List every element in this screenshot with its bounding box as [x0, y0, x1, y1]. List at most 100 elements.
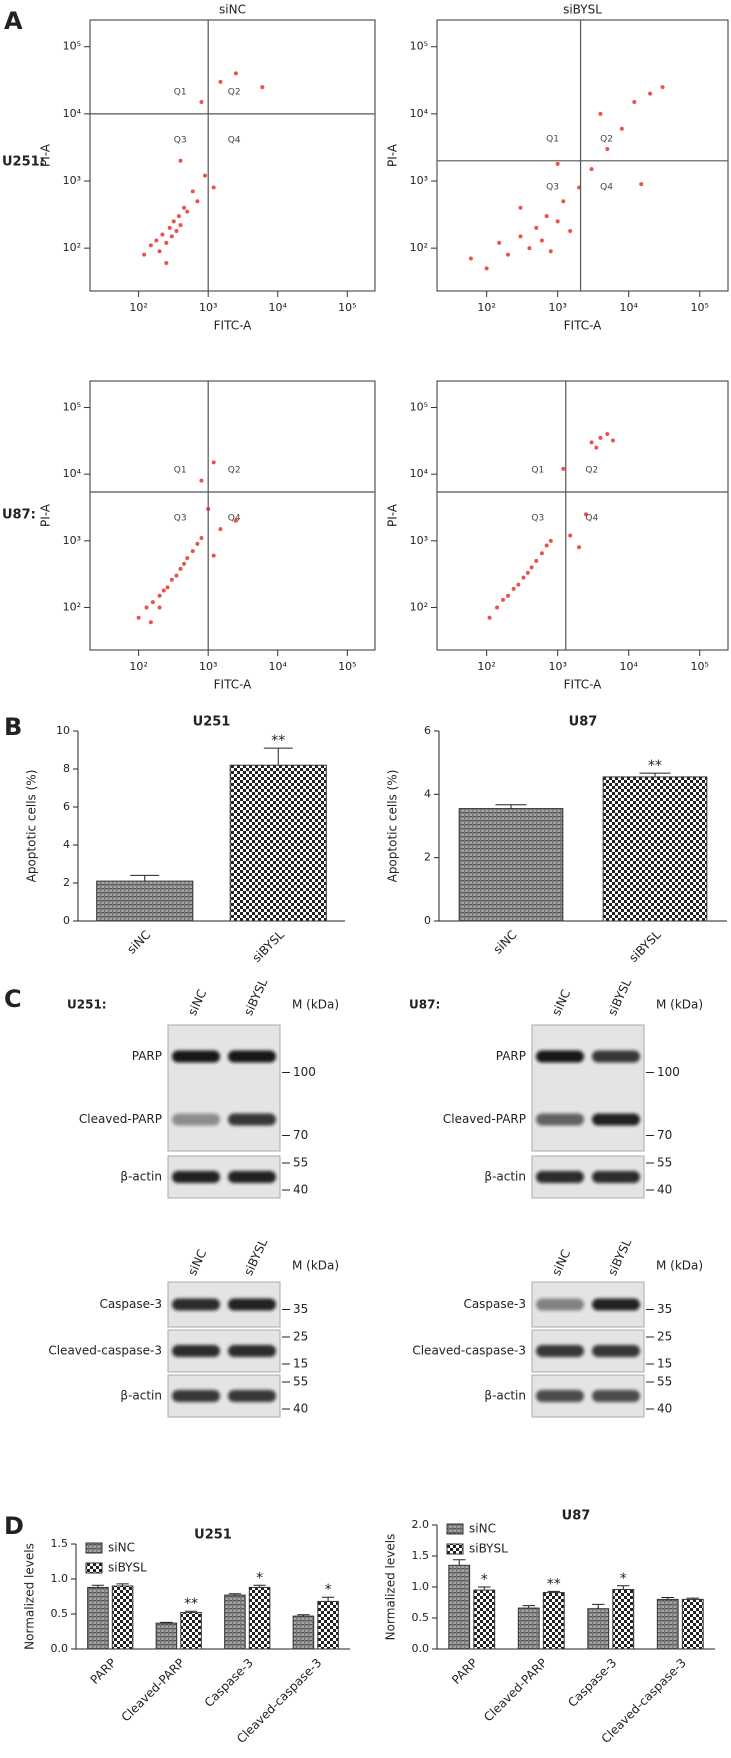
legend-label: siNC	[469, 1522, 496, 1536]
event-point	[534, 558, 539, 563]
significance: *	[620, 1571, 627, 1587]
error-bar	[639, 772, 671, 777]
bar	[612, 1588, 635, 1650]
event-point	[506, 593, 511, 598]
y-tick-label: 0.0	[51, 1642, 69, 1655]
error-bar	[478, 1586, 491, 1591]
error-bar	[617, 1585, 630, 1590]
x-tick-label: siNC	[491, 928, 520, 957]
x-tick-label: 10⁴	[269, 301, 288, 314]
bar	[448, 1564, 471, 1650]
event-point	[495, 605, 500, 610]
x-tick-label: PARP	[449, 1656, 480, 1687]
bar	[180, 1612, 202, 1650]
event-point	[497, 240, 502, 245]
protein-label: PARP	[496, 1049, 526, 1063]
x-tick-label: 10⁴	[269, 660, 288, 673]
x-axis-label: FITC-A	[564, 319, 603, 333]
y-tick-label: 10	[56, 724, 70, 737]
significance: **	[648, 758, 662, 774]
lane-label: siNC	[549, 1247, 573, 1277]
x-axis-label: FITC-A	[214, 319, 253, 333]
marker-label: 35	[657, 1302, 672, 1316]
y-tick-label: 2	[424, 851, 431, 864]
event-point	[544, 214, 549, 219]
event-point	[568, 229, 573, 234]
band	[172, 1113, 220, 1126]
error-bar	[591, 1603, 605, 1609]
panel-label: C	[4, 985, 22, 1013]
event-point	[598, 435, 603, 440]
error-bar	[297, 1614, 310, 1617]
event-point	[148, 243, 153, 248]
bar	[317, 1600, 339, 1650]
band	[172, 1298, 220, 1311]
marker-label: 55	[293, 1375, 308, 1389]
y-tick-label: 10²	[410, 600, 428, 613]
y-tick-label: 10²	[63, 600, 81, 613]
event-point	[527, 246, 532, 251]
event-point	[169, 234, 174, 239]
y-axis-label: Apoptotic cells (%)	[25, 770, 39, 883]
mass-unit: M (kDa)	[292, 1259, 339, 1273]
marker-label: 25	[657, 1330, 672, 1344]
bar	[292, 1615, 315, 1650]
event-point	[148, 620, 153, 625]
y-tick-label: 0	[424, 914, 431, 927]
protein-label: Cleaved-PARP	[443, 1112, 526, 1126]
y-tick-label: 4	[424, 787, 431, 800]
protein-label: β-actin	[120, 1389, 162, 1403]
event-point	[161, 588, 166, 593]
panel-label: B	[4, 713, 22, 741]
event-point	[195, 199, 200, 204]
quadrant-label: Q3	[174, 514, 187, 524]
event-point	[203, 173, 208, 178]
x-tick-label: 10⁴	[619, 301, 638, 314]
marker-label: 70	[293, 1128, 308, 1142]
marker-label: 40	[293, 1183, 308, 1197]
quadrant-label: Q1	[546, 134, 559, 144]
event-point	[178, 566, 183, 571]
error-bar	[547, 1590, 561, 1593]
legend-label: siBYSL	[469, 1542, 508, 1556]
band	[536, 1298, 584, 1311]
x-tick-label: 10³	[548, 660, 566, 673]
bar	[87, 1586, 109, 1650]
marker-label: 35	[293, 1302, 308, 1316]
quadrant-label: Q4	[600, 182, 613, 192]
x-axis-label: FITC-A	[564, 678, 603, 692]
y-tick-label: 10³	[410, 174, 428, 187]
y-tick-label: 1.5	[412, 1549, 430, 1562]
chart-title: U87	[569, 715, 598, 730]
y-tick-label: 10²	[410, 241, 428, 254]
row-label: U251:	[2, 155, 45, 170]
band	[592, 1113, 640, 1126]
event-point	[174, 229, 179, 234]
panel-label: D	[4, 1512, 24, 1540]
event-point	[529, 565, 534, 570]
bar	[656, 1598, 679, 1650]
x-tick-label: 10⁵	[691, 660, 709, 673]
x-tick-label: siNC	[124, 928, 153, 957]
x-tick-label: Caspase-3	[202, 1656, 256, 1710]
plot-frame	[436, 19, 729, 292]
event-point	[142, 252, 147, 257]
protein-label: β-actin	[484, 1170, 526, 1184]
bar	[602, 776, 708, 922]
y-axis-label: PI-A	[386, 503, 400, 527]
x-tick-label: 10²	[477, 301, 495, 314]
y-tick-label: 10⁴	[410, 107, 429, 120]
lane-label: siBYSL	[605, 976, 634, 1017]
band	[228, 1298, 276, 1311]
event-point	[516, 582, 521, 587]
quadrant-label: Q2	[600, 134, 613, 144]
significance: *	[481, 1572, 488, 1588]
marker-label: 40	[657, 1402, 672, 1416]
column-title: siNC	[219, 3, 246, 17]
mass-unit: M (kDa)	[656, 998, 703, 1012]
error-bar	[661, 1597, 674, 1600]
protein-label: β-actin	[484, 1389, 526, 1403]
lane-label: siBYSL	[241, 976, 270, 1017]
event-point	[605, 146, 610, 151]
error-bar	[130, 874, 160, 882]
